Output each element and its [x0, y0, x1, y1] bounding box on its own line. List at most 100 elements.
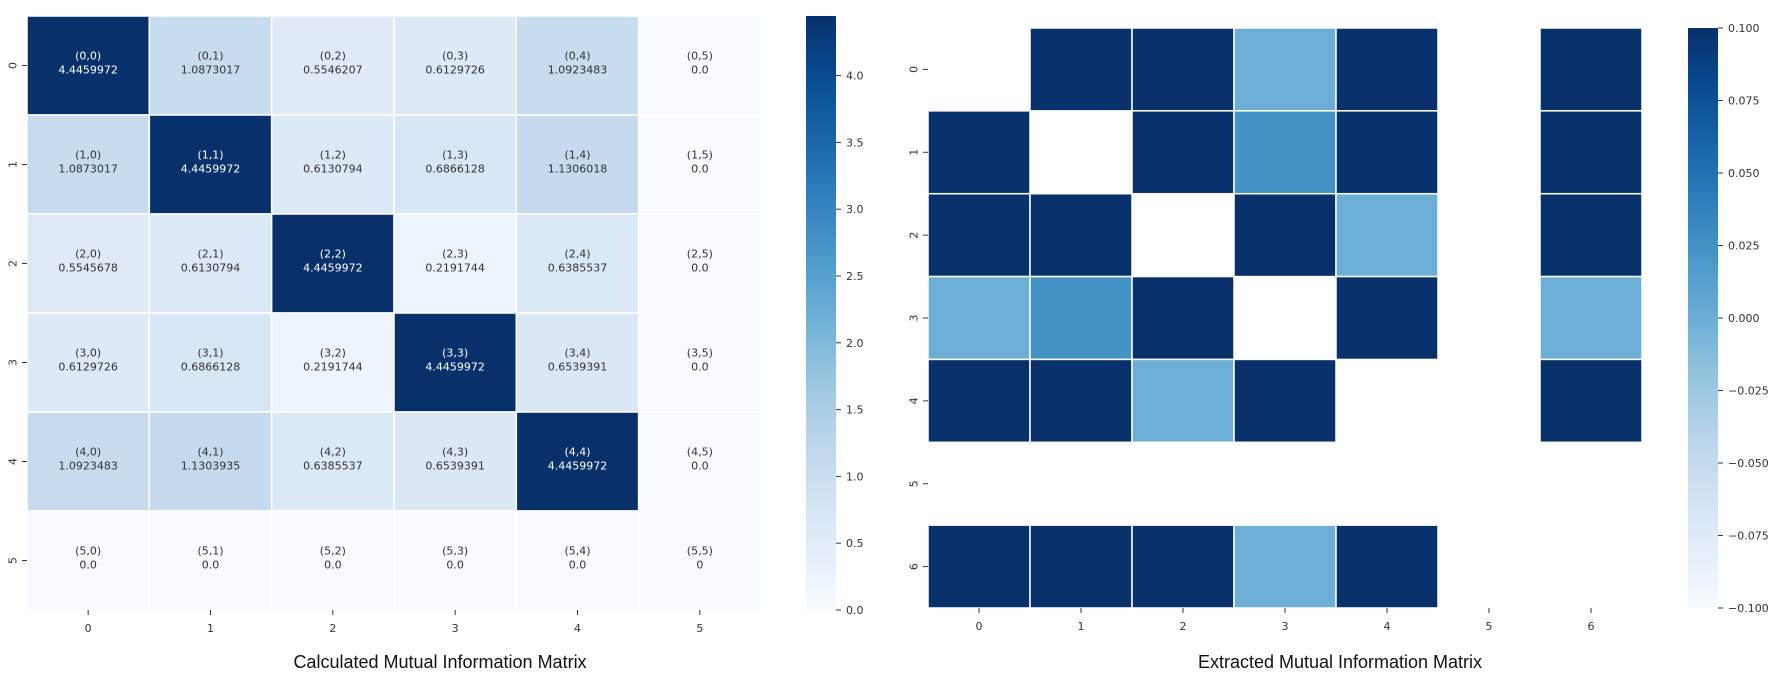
cell-index-label: (1,2) [320, 149, 346, 162]
heatmap-cell [515, 510, 640, 611]
heatmap-cell [270, 411, 395, 512]
x-tick-label: 2 [329, 622, 336, 635]
heatmap-cell [1131, 524, 1235, 609]
colorbar-tick-label: 0.025 [1728, 240, 1760, 253]
cell-index-label: (2,2) [320, 248, 346, 261]
x-tick-label: 0 [85, 622, 92, 635]
cell-index-label: (2,3) [442, 248, 468, 261]
x-tick-label: 1 [1078, 620, 1085, 633]
heatmap-cell [270, 312, 395, 413]
heatmap-cell [637, 213, 762, 314]
colorbar-tick-label: −0.100 [1728, 602, 1769, 615]
x-tick-label: 4 [574, 622, 581, 635]
cell-value-label: 0.6539391 [548, 361, 608, 374]
colorbar-tick-label: 3.5 [846, 136, 864, 149]
cell-index-label: (4,1) [197, 446, 223, 459]
heatmap-cell [515, 411, 640, 512]
cell-index-label: (3,0) [75, 347, 101, 360]
cell-value-label: 0.0 [79, 559, 97, 572]
cell-value-label: 0.0 [691, 361, 709, 374]
colorbar-tick-label: 0.050 [1728, 167, 1760, 180]
heatmap-cell [927, 524, 1031, 609]
cell-index-label: (5,4) [564, 545, 590, 558]
heatmap-cell [515, 213, 640, 314]
cell-index-label: (4,0) [75, 446, 101, 459]
cell-value-label: 0.6385537 [303, 460, 363, 473]
cell-value-label: 1.0873017 [181, 64, 241, 77]
cell-value-label: 1.0873017 [58, 163, 118, 176]
y-tick-label: 4 [908, 397, 921, 404]
heatmap-cell [637, 114, 762, 215]
cell-value-label: 4.4459972 [181, 163, 241, 176]
cell-index-label: (5,2) [320, 545, 346, 558]
heatmap-cell [1029, 275, 1133, 361]
heatmap-cell [393, 213, 518, 314]
heatmap-cell [148, 312, 273, 413]
cell-index-label: (2,5) [687, 248, 713, 261]
left-colorbar [806, 16, 836, 610]
y-tick-label: 1 [7, 161, 20, 168]
cell-value-label: 0.6129726 [58, 361, 118, 374]
y-tick-label: 2 [908, 232, 921, 239]
colorbar-tick-label: −0.075 [1728, 530, 1769, 543]
heatmap-cell [1539, 192, 1643, 278]
colorbar-tick-label: 4.0 [846, 70, 864, 83]
cell-index-label: (0,3) [442, 50, 468, 63]
heatmap-cell [1335, 27, 1439, 112]
heatmap-cell [1131, 27, 1235, 112]
cell-value-label: 1.1306018 [548, 163, 608, 176]
heatmap-cell [927, 110, 1031, 195]
cell-index-label: (1,3) [442, 149, 468, 162]
y-tick-label: 0 [908, 66, 921, 73]
cell-index-label: (0,4) [564, 50, 590, 63]
heatmap-cell [26, 213, 151, 314]
colorbar-tick-label: 1.0 [846, 470, 864, 483]
heatmap-cell [927, 192, 1031, 278]
x-tick-label: 3 [1282, 620, 1289, 633]
x-tick-label: 4 [1384, 620, 1391, 633]
right-chart-title: Extracted Mutual Information Matrix [1197, 652, 1483, 672]
cell-value-label: 0.0 [324, 559, 342, 572]
heatmap-cell [1539, 358, 1643, 444]
cell-index-label: (5,3) [442, 545, 468, 558]
heatmap-cell [148, 15, 273, 116]
colorbar-tick-label: 3.0 [846, 203, 864, 216]
heatmap-cell [270, 15, 395, 116]
cell-index-label: (0,0) [75, 50, 101, 63]
cell-index-label: (3,5) [687, 347, 713, 360]
heatmap-cell [1335, 192, 1439, 278]
cell-index-label: (3,4) [564, 347, 590, 360]
heatmap-cell [1233, 110, 1337, 195]
cell-value-label: 1.1303935 [181, 460, 241, 473]
x-tick-label: 6 [1588, 620, 1595, 633]
cell-index-label: (0,2) [320, 50, 346, 63]
y-tick-label: 4 [7, 458, 20, 465]
x-tick-label: 1 [207, 622, 214, 635]
heatmap-cell [1029, 524, 1133, 609]
heatmap-cell [637, 312, 762, 413]
cell-value-label: 0.0 [446, 559, 464, 572]
cell-value-label: 0.6129726 [425, 64, 485, 77]
heatmap-cell [637, 15, 762, 116]
y-tick-label: 3 [7, 359, 20, 366]
cell-value-label: 0.0 [691, 163, 709, 176]
cell-value-label: 0.6385537 [548, 262, 608, 275]
heatmap-cell [393, 411, 518, 512]
heatmap-cell [1029, 358, 1133, 444]
cell-value-label: 0.0 [691, 64, 709, 77]
heatmap-cell [1029, 27, 1133, 112]
heatmap-cell [927, 275, 1031, 361]
y-tick-label: 5 [908, 480, 921, 487]
heatmap-cell [393, 15, 518, 116]
cell-index-label: (2,1) [197, 248, 223, 261]
cell-value-label: 4.4459972 [303, 262, 363, 275]
colorbar-tick-label: 0.075 [1728, 95, 1760, 108]
x-tick-label: 3 [452, 622, 459, 635]
colorbar-tick-label: 0.0 [846, 604, 864, 617]
colorbar-tick-label: 2.0 [846, 337, 864, 350]
colorbar-tick-label: 1.5 [846, 404, 864, 417]
cell-index-label: (4,3) [442, 446, 468, 459]
colorbar-tick-label: −0.050 [1728, 457, 1769, 470]
cell-value-label: 0 [696, 559, 703, 572]
